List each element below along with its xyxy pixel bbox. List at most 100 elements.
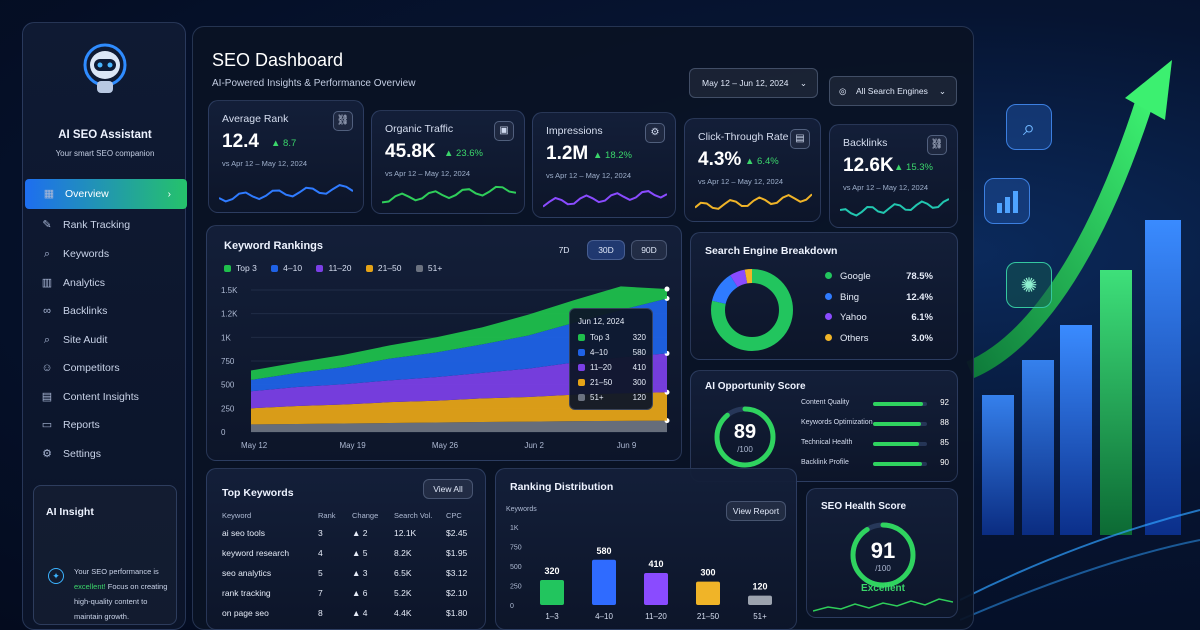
date-range-picker[interactable]: May 12 – Jun 12, 2024 ⌄ xyxy=(689,68,818,98)
sidebar-item-settings[interactable]: ⚙ Settings xyxy=(23,439,187,469)
link-icon[interactable]: ⛓ xyxy=(333,111,353,131)
tooltip-row: 51+ 120 xyxy=(578,393,646,402)
view-all-button[interactable]: View All xyxy=(423,479,473,499)
cpc-cell: $3.12 xyxy=(446,568,468,578)
tooltip-swatch xyxy=(578,349,585,357)
x-tick-label: May 19 xyxy=(339,441,366,450)
engine-legend: Google 78.5% Bing 12.4% Yahoo 6.1% Others 3.0% xyxy=(825,271,945,353)
tooltip-value: 320 xyxy=(632,333,646,342)
legend-top3: Top 3 xyxy=(224,263,257,273)
seo-health-card: SEO Health Score 91 /100 Excellent xyxy=(806,488,958,618)
sidebar-item-competitors[interactable]: ☺ Competitors xyxy=(23,353,187,383)
rank-cell: 5 xyxy=(318,568,323,578)
opportunity-score-of: /100 xyxy=(737,445,753,454)
range-7d[interactable]: 7D xyxy=(553,242,575,260)
sidebar-item-content-insights[interactable]: ▤ Content Insights xyxy=(23,382,187,412)
bar-category-label: 21–50 xyxy=(697,612,720,621)
tooltip-row: 21–50 300 xyxy=(578,378,646,387)
range-90d[interactable]: 90D xyxy=(631,240,667,260)
kpi-compare: vs Apr 12 – May 12, 2024 xyxy=(222,159,308,168)
metric-bar-fill xyxy=(873,402,923,406)
chevron-down-icon: ⌄ xyxy=(799,78,807,88)
legend-dot xyxy=(825,272,832,279)
sidebar-item-label: Overview xyxy=(65,188,109,200)
page-subtitle: AI-Powered Insights & Performance Overvi… xyxy=(212,78,416,89)
kpi-compare: vs Apr 12 – May 12, 2024 xyxy=(698,177,784,186)
health-title: SEO Health Score xyxy=(821,501,907,512)
metric-value: 85 xyxy=(940,438,949,447)
save-icon[interactable]: ▣ xyxy=(494,121,514,141)
breakdown-title: Search Engine Breakdown xyxy=(705,245,838,257)
kpi-compare: vs Apr 12 – May 12, 2024 xyxy=(843,183,929,192)
table-row[interactable]: on page seo 8 ▲ 4 4.4K $1.80 xyxy=(222,603,474,623)
tooltip-label: 11–20 xyxy=(590,363,612,372)
sidebar-item-keywords[interactable]: ⌕ Keywords xyxy=(23,239,187,269)
sidebar-item-rank-tracking[interactable]: ✎ Rank Tracking xyxy=(23,210,187,240)
kpi-delta-value: 18.2% xyxy=(605,150,632,161)
table-row[interactable]: seo analytics 5 ▲ 3 6.5K $3.12 xyxy=(222,563,474,583)
kpi-value: 1.2M xyxy=(546,143,589,164)
kpi-card-ctr[interactable]: Click-Through Rate 4.3% ▲ 6.4% vs Apr 12… xyxy=(684,118,821,222)
y-tick-label: 250 xyxy=(221,404,235,413)
x-tick-label: Jun 9 xyxy=(617,441,637,450)
opportunity-score: 89 xyxy=(733,421,757,443)
insight-text-d: high-quality content to xyxy=(74,597,148,606)
range-30d[interactable]: 30D xyxy=(587,240,625,260)
kpi-card-organic-traffic[interactable]: Organic Traffic 45.8K ▲ 23.6% vs Apr 12 … xyxy=(371,110,525,214)
tooltip-label: 4–10 xyxy=(590,348,608,357)
opportunity-metric-row: Backlink Profile 90 xyxy=(801,457,951,471)
sidebar-item-analytics[interactable]: ▥ Analytics xyxy=(23,268,187,298)
kpi-sparkline xyxy=(382,185,516,204)
kpi-delta: ▲ 23.6% xyxy=(444,148,483,159)
legend-swatch xyxy=(415,265,423,273)
ai-insight-card: AI Insight ✦ Your SEO performance is exc… xyxy=(33,485,177,625)
engine-legend-row: Yahoo 6.1% xyxy=(825,312,945,333)
y-tick-label: 750 xyxy=(510,545,522,552)
chevron-right-icon: › xyxy=(167,188,171,200)
chevron-down-icon: ⌄ xyxy=(938,86,946,96)
legend-swatch xyxy=(224,265,231,273)
keyword-rankings-title: Keyword Rankings xyxy=(224,240,324,252)
sidebar-item-reports[interactable]: ▭ Reports xyxy=(23,410,187,440)
bar-value-label: 320 xyxy=(544,566,559,576)
engine-legend-row: Bing 12.4% xyxy=(825,292,945,313)
metric-bar-fill xyxy=(873,462,922,466)
sidebar-item-overview[interactable]: ▦ Overview › xyxy=(25,179,187,209)
table-row[interactable]: rank tracking 7 ▲ 6 5.2K $2.10 xyxy=(222,583,474,603)
bar-value-label: 580 xyxy=(596,546,611,556)
users-icon: ☺ xyxy=(41,362,53,374)
kpi-card-backlinks[interactable]: Backlinks 12.6K ▲ 15.3% vs Apr 12 – May … xyxy=(829,124,958,228)
search-engine-select[interactable]: ◎ All Search Engines ⌄ xyxy=(829,76,957,106)
gear-icon[interactable]: ⚙ xyxy=(645,123,665,143)
metric-label: Keywords Optimization xyxy=(801,419,873,426)
bar-1–3 xyxy=(540,580,564,605)
kpi-card-average-rank[interactable]: Average Rank 12.4 ▲ 8.7 vs Apr 12 – May … xyxy=(208,100,364,213)
kpi-card-impressions[interactable]: Impressions 1.2M ▲ 18.2% vs Apr 12 – May… xyxy=(532,112,676,218)
legend-swatch xyxy=(271,265,279,273)
health-label: Excellent xyxy=(861,583,905,594)
legend-label: 4–10 xyxy=(283,263,303,273)
table-row[interactable]: keyword research 4 ▲ 5 8.2K $1.95 xyxy=(222,543,474,563)
top-keywords-title: Top Keywords xyxy=(222,487,294,499)
table-row[interactable]: ai seo tools 3 ▲ 2 12.1K $2.45 xyxy=(222,523,474,543)
metric-label: Backlink Profile xyxy=(801,459,849,466)
engine-name: Bing xyxy=(840,291,860,303)
opportunity-score-ring xyxy=(714,406,776,468)
metric-bar-track xyxy=(873,402,927,406)
sidebar-item-backlinks[interactable]: ∞ Backlinks xyxy=(23,296,187,326)
sidebar-item-site-audit[interactable]: ⌕ Site Audit xyxy=(23,325,187,355)
background-growth-graphic xyxy=(960,60,1200,621)
link-icon[interactable]: ⛓ xyxy=(927,135,947,155)
sidebar-item-label: Reports xyxy=(63,419,100,431)
clipboard-icon[interactable]: ▤ xyxy=(790,129,810,149)
table-header-row: Keyword Rank Change Search Vol. CPC xyxy=(222,507,474,523)
gear-icon: ⚙ xyxy=(42,448,52,460)
bar-category-label: 1–3 xyxy=(545,612,559,621)
sidebar-item-label: Rank Tracking xyxy=(63,219,131,231)
sidebar: AI SEO Assistant Your smart SEO companio… xyxy=(22,22,187,630)
x-tick-label: May 26 xyxy=(432,441,459,450)
health-score-of: /100 xyxy=(875,564,891,573)
view-report-button[interactable]: View Report xyxy=(726,501,786,521)
change-cell: ▲ 6 xyxy=(352,588,368,598)
kpi-compare: vs Apr 12 – May 12, 2024 xyxy=(385,169,471,178)
